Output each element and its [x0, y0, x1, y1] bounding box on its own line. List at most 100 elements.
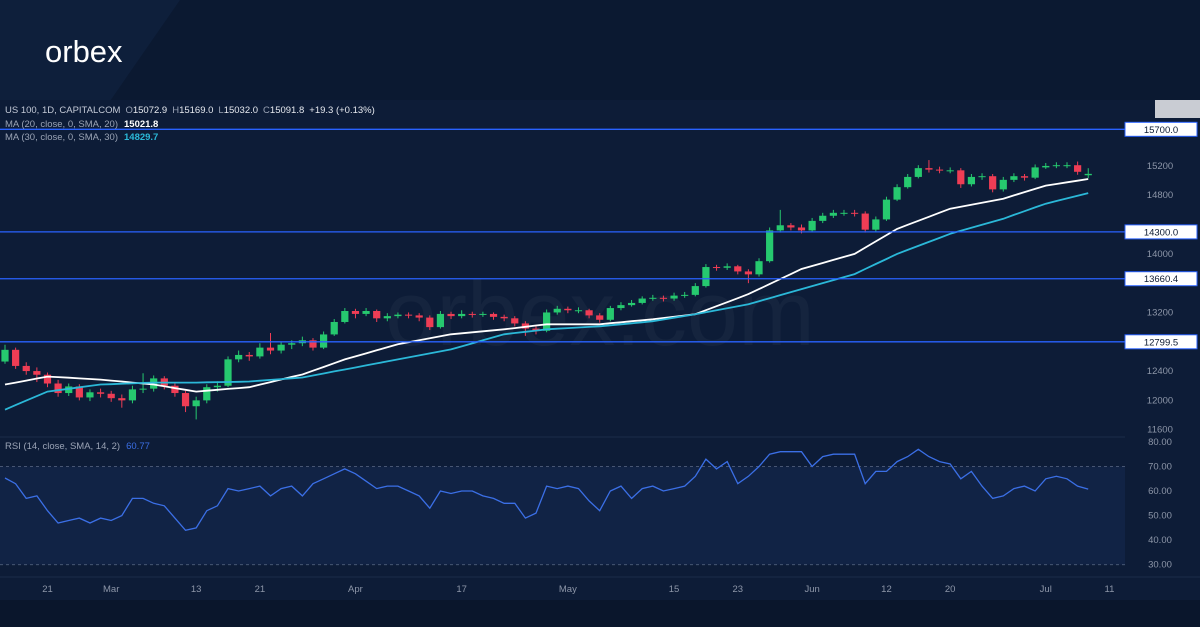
- candle-body: [256, 347, 264, 357]
- candle-body: [681, 294, 689, 296]
- candle-body: [351, 310, 360, 314]
- candle-body: [426, 317, 434, 328]
- x-tick-label: 21: [255, 584, 266, 595]
- candle-body: [500, 316, 508, 319]
- field-value: 15032.0: [224, 105, 258, 116]
- candle-body: [288, 343, 296, 345]
- candle-body: [96, 392, 105, 394]
- candle-body: [925, 168, 933, 170]
- x-tick-label: Mar: [103, 584, 119, 595]
- ma-last: 14829.7: [124, 132, 158, 143]
- candle-body: [957, 170, 965, 185]
- candle-body: [617, 305, 625, 309]
- candle-body: [893, 187, 901, 200]
- candle-body: [12, 349, 20, 366]
- x-tick-label: 11: [1105, 584, 1115, 595]
- ma-legend: MA (30, close, 0, SMA, 30) 14829.7: [5, 132, 158, 143]
- rsi-tick-label: 50.00: [1148, 511, 1172, 522]
- candle-body: [107, 393, 115, 399]
- candle-body: [734, 266, 742, 272]
- x-tick-label: Jul: [1040, 584, 1052, 595]
- field-key: O: [125, 105, 132, 116]
- candle-body: [213, 385, 221, 388]
- ma-last: 15021.8: [124, 119, 158, 130]
- candle-body: [946, 170, 954, 172]
- logo: orbex: [45, 34, 123, 69]
- candle-body: [797, 227, 806, 231]
- rsi-tick-label: 40.00: [1148, 535, 1172, 546]
- candle-body: [362, 310, 370, 314]
- candle-body: [776, 225, 784, 231]
- candle-body: [1010, 176, 1018, 180]
- y-tick-label: 15200: [1147, 161, 1173, 172]
- candle-body: [479, 313, 487, 315]
- rsi-tick-label: 60.00: [1148, 486, 1172, 497]
- candle-body: [627, 302, 636, 306]
- level-label-box: [1124, 271, 1198, 287]
- level-label: 12799.5: [1144, 337, 1178, 348]
- candle-body: [341, 310, 349, 322]
- candle-body: [192, 400, 200, 407]
- ma-name: MA (20, close, 0, SMA, 20): [5, 119, 118, 130]
- moving-average-line: [4, 192, 1089, 411]
- candle-body: [245, 354, 253, 357]
- x-tick-label: 17: [456, 584, 467, 595]
- candle-body: [1052, 165, 1060, 167]
- candle-body: [383, 316, 391, 319]
- candle-body: [373, 310, 381, 319]
- rsi-line: [4, 448, 1089, 532]
- x-tick-label: 21: [42, 584, 53, 595]
- candle-body: [808, 220, 816, 231]
- level-label: 14300.0: [1144, 227, 1178, 238]
- level-label-box: [1124, 224, 1198, 240]
- rsi-legend: RSI (14, close, SMA, 14, 2) 60.77: [5, 441, 150, 452]
- candle-body: [914, 168, 922, 177]
- rsi-name: RSI (14, close, SMA, 14, 2): [5, 441, 120, 452]
- field-key: C: [263, 105, 270, 116]
- candle-body: [851, 212, 859, 214]
- x-tick-label: 23: [732, 584, 743, 595]
- candle-body: [712, 267, 721, 269]
- symbol-legend: US 100, 1D, CAPITALCOM O15072.9 H15169.0 L1…: [5, 105, 375, 116]
- candle-body: [277, 344, 285, 351]
- candle-body: [171, 385, 179, 394]
- candle-body: [415, 315, 423, 318]
- symbol-name: US 100, 1D, CAPITALCOM: [5, 105, 121, 116]
- candle-body: [436, 313, 445, 328]
- candle-body: [43, 374, 52, 384]
- rsi-tick-label: 70.00: [1148, 461, 1172, 472]
- candle-body: [235, 354, 243, 360]
- candle-body: [1084, 173, 1092, 176]
- candle-body: [638, 298, 646, 303]
- y-tick-label: 11600: [1147, 425, 1173, 436]
- candle-body: [1, 349, 9, 362]
- field-value: 15091.8: [270, 105, 304, 116]
- candle-body: [54, 383, 62, 394]
- candle-body: [691, 286, 699, 295]
- overlay: 11600 12000 12400 13200 14000 14800 15200 15700…: [0, 105, 1198, 595]
- candle-body: [553, 308, 561, 313]
- candle-body: [1063, 165, 1071, 167]
- candle-body: [181, 393, 190, 407]
- rsi-last: 60.77: [126, 441, 150, 452]
- y-tick-label: 13200: [1147, 307, 1173, 318]
- candle-body: [139, 388, 147, 390]
- rsi-band: [0, 466, 1125, 565]
- candle-body: [511, 318, 519, 324]
- candle-body: [468, 313, 476, 315]
- x-tick-label: Jun: [804, 584, 819, 595]
- candle-body: [320, 334, 328, 348]
- candle-body: [935, 169, 944, 171]
- candle-body: [574, 310, 583, 312]
- candle-body: [606, 308, 614, 320]
- candle-body: [65, 386, 73, 394]
- level-label-box: [1124, 334, 1198, 350]
- candle-body: [150, 378, 158, 389]
- candle-body: [649, 297, 657, 299]
- candle-body: [118, 398, 126, 401]
- moving-average-line: [4, 178, 1089, 393]
- candle-body: [33, 371, 41, 375]
- candle-body: [309, 340, 317, 348]
